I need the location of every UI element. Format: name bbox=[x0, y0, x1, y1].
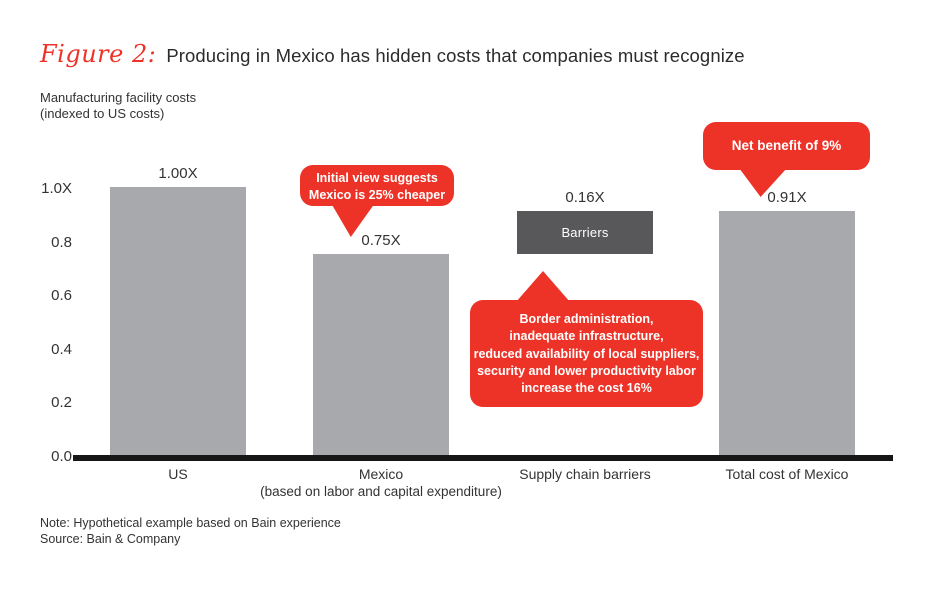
callout-barriers-detail-line5: increase the cost 16% bbox=[521, 381, 652, 395]
y-tick-0.4: 0.4 bbox=[51, 340, 72, 358]
callout-barriers-detail: Border administration, inadequate infras… bbox=[470, 300, 703, 407]
x-axis-baseline bbox=[73, 455, 893, 461]
y-axis-title-line2: (indexed to US costs) bbox=[40, 105, 165, 121]
callout-initial-view-line1: Initial view suggests bbox=[316, 171, 438, 185]
bar-supply-chain-barriers: Barriers bbox=[517, 211, 653, 254]
figure-title: Producing in Mexico has hidden costs tha… bbox=[166, 45, 745, 66]
bar-mexico bbox=[313, 254, 449, 455]
x-label-total-cost-of-mexico-text: Total cost of Mexico bbox=[725, 466, 849, 482]
y-tick-1.0: 1.0X bbox=[41, 180, 72, 197]
bar-total-cost-of-mexico bbox=[719, 211, 855, 455]
callout-barriers-detail-line3: reduced availability of local suppliers, bbox=[473, 346, 700, 361]
value-label-total: 0.91X bbox=[767, 189, 807, 207]
y-tick-0.8: 0.8 bbox=[51, 233, 72, 251]
callout-barriers-detail-line2: inadequate infrastructure, bbox=[509, 329, 664, 344]
x-label-supply-chain-barriers: Supply chain barriers bbox=[435, 466, 735, 482]
x-label-total-cost-of-mexico: Total cost of Mexico bbox=[637, 466, 937, 482]
y-tick-0.2: 0.2 bbox=[51, 394, 72, 412]
callout-net-benefit: Net benefit of 9% bbox=[703, 122, 870, 170]
x-label-mexico: Mexico (based on labor and capital expen… bbox=[231, 466, 531, 499]
y-tick-0.0: 0.0 bbox=[51, 448, 72, 465]
figure-header: Figure 2: Producing in Mexico has hidden… bbox=[40, 40, 745, 68]
callout-net-benefit-text: Net benefit of 9% bbox=[731, 138, 842, 154]
y-tick-0.6: 0.6 bbox=[51, 287, 72, 305]
figure-number-label: Figure 2: bbox=[40, 40, 157, 68]
value-label-mexico: 0.75X bbox=[361, 232, 401, 249]
barriers-bar-label: Barriers bbox=[561, 225, 609, 241]
x-label-mexico-text: Mexico bbox=[358, 466, 404, 482]
y-axis-title-line1: Manufacturing facility costs bbox=[40, 90, 197, 105]
callout-initial-view: Initial view suggests Mexico is 25% chea… bbox=[300, 165, 454, 206]
y-axis-title: Manufacturing facility costs (indexed to… bbox=[40, 90, 196, 121]
x-label-us-text: US bbox=[168, 466, 188, 482]
callout-barriers-detail-line1: Border administration, bbox=[519, 312, 654, 326]
bar-us bbox=[110, 187, 246, 455]
callout-initial-view-line2: Mexico is 25% cheaper bbox=[308, 187, 446, 202]
footer-note: Note: Hypothetical example based on Bain… bbox=[40, 516, 341, 530]
callout-barriers-pointer bbox=[516, 271, 570, 302]
footer-source: Source: Bain & Company bbox=[40, 531, 181, 546]
x-label-us: US bbox=[28, 466, 328, 482]
value-label-us: 1.00X bbox=[158, 165, 198, 182]
x-label-supply-chain-barriers-text: Supply chain barriers bbox=[519, 466, 651, 482]
x-label-mexico-subtext: (based on labor and capital expenditure) bbox=[260, 484, 502, 499]
value-label-barriers: 0.16X bbox=[565, 189, 605, 207]
footer: Note: Hypothetical example based on Bain… bbox=[40, 516, 341, 547]
callout-barriers-detail-line4: security and lower productivity labor bbox=[477, 363, 696, 378]
